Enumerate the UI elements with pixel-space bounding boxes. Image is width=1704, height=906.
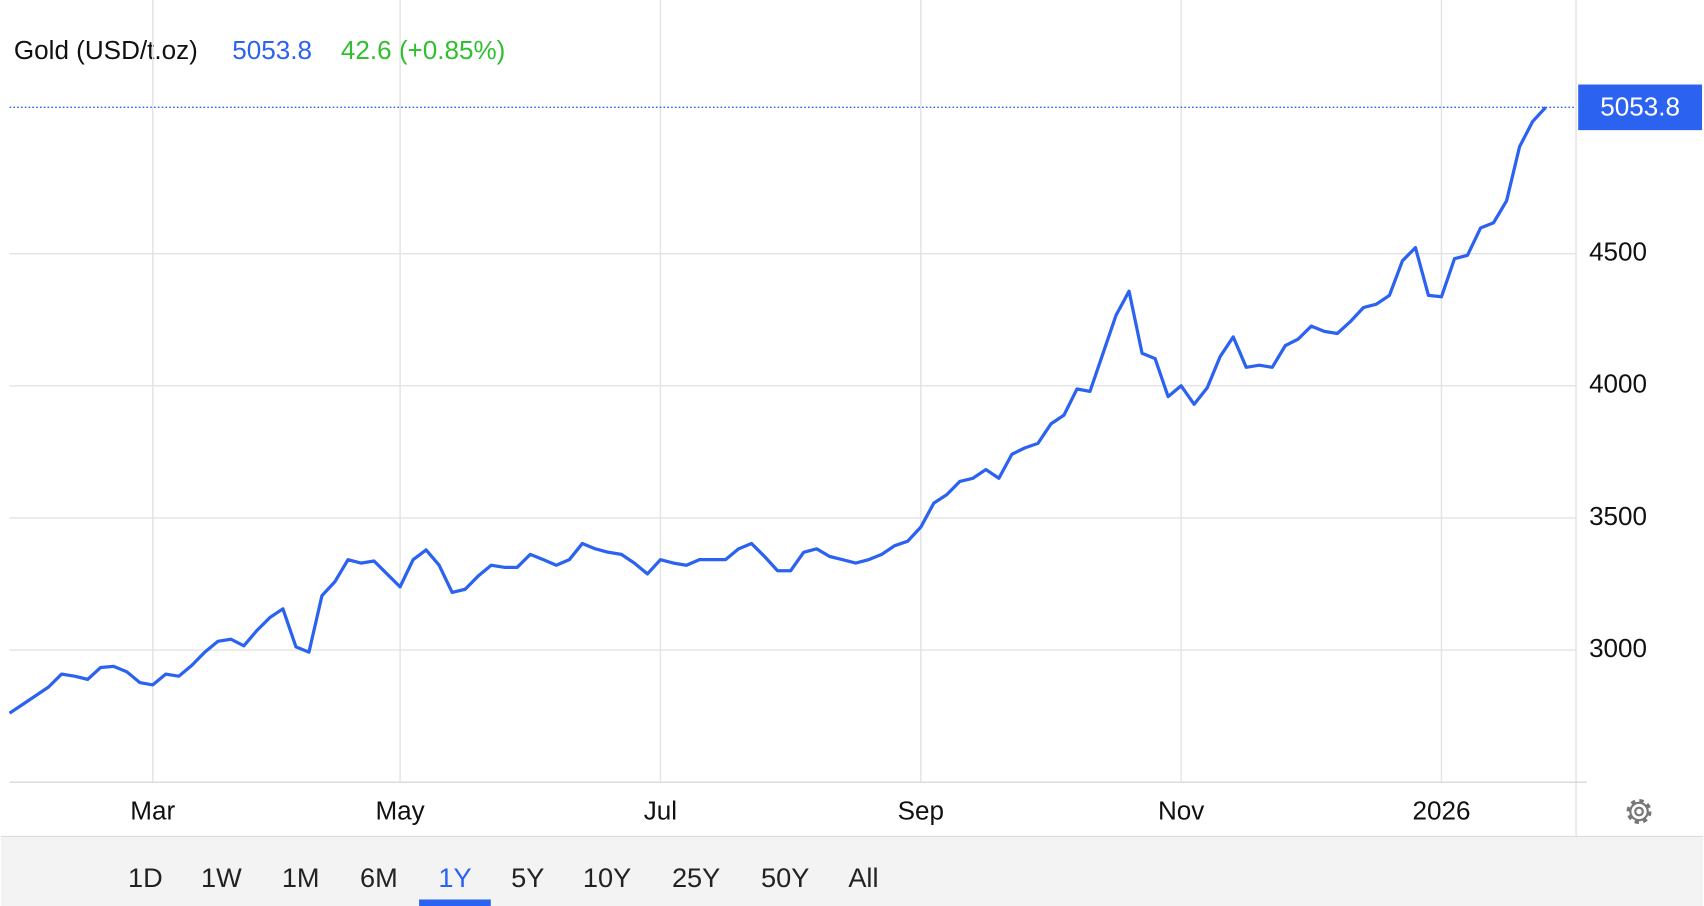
last-price-badge [1578, 84, 1703, 131]
y-tick-label: 4000 [1589, 369, 1647, 399]
y-tick-label: 3000 [1589, 633, 1647, 663]
last-price-label: 5053.8 [1600, 91, 1680, 121]
grid [9, 0, 1577, 783]
range-button[interactable]: 50Y [761, 862, 809, 893]
gear-teeth [1626, 798, 1652, 824]
range-button[interactable]: All [848, 862, 878, 893]
x-tick-label: Jul [644, 795, 677, 825]
range-button[interactable]: 1W [201, 862, 242, 893]
range-button[interactable]: 25Y [672, 862, 720, 893]
x-tick-label: Mar [130, 795, 175, 825]
price-line [8, 106, 1547, 715]
range-button[interactable]: 6M [360, 862, 398, 893]
range-selected-underline [419, 899, 491, 906]
settings-icon[interactable] [1626, 798, 1652, 824]
range-button[interactable]: 10Y [583, 862, 631, 893]
range-button[interactable]: 1M [282, 862, 320, 893]
range-bar [0, 836, 1704, 906]
y-tick-label: 3500 [1589, 501, 1647, 531]
range-button[interactable]: 1D [128, 862, 163, 893]
gear-hub [1634, 806, 1644, 817]
header-price: 5053.8 [232, 35, 312, 65]
y-tick-label: 4500 [1589, 237, 1647, 267]
header-change: 42.6 (+0.85%) [341, 35, 505, 65]
x-tick-label: 2026 [1412, 795, 1470, 825]
range-button[interactable]: 1Y [438, 862, 471, 893]
range-button[interactable]: 5Y [511, 862, 544, 893]
gear-ring [1629, 801, 1649, 822]
x-tick-label: May [375, 795, 424, 825]
instrument-name: Gold (USD/t.oz) [14, 35, 198, 65]
x-tick-label: Sep [898, 795, 944, 825]
x-tick-label: Nov [1158, 795, 1204, 825]
